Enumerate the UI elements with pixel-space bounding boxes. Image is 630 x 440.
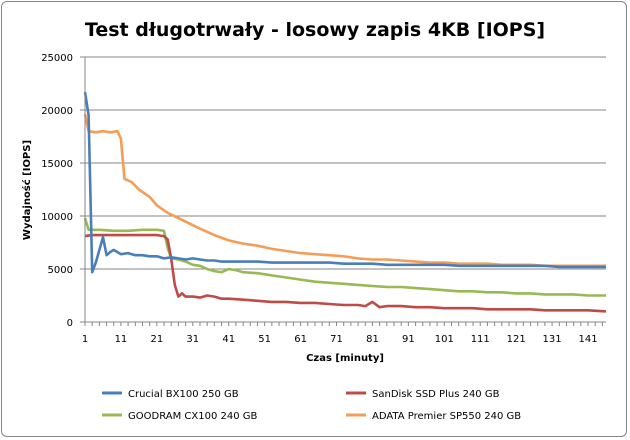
x-tick-label: 81: [366, 334, 379, 345]
legend-label: ADATA Premier SP550 240 GB: [372, 411, 521, 422]
x-tick-label: 121: [507, 334, 526, 345]
series-lines: [83, 91, 607, 313]
x-tick-label: 131: [543, 334, 562, 345]
y-tick-label: 25000: [41, 53, 73, 64]
x-tick-label: 41: [222, 334, 235, 345]
x-tick-label: 141: [578, 334, 597, 345]
x-tick-label: 61: [294, 334, 307, 345]
y-tick-labels: 0 5000 10000 15000 20000 25000: [41, 53, 85, 329]
legend-label: Crucial BX100 250 GB: [128, 389, 239, 400]
x-tick-label: 71: [330, 334, 343, 345]
x-tick-label: 111: [471, 334, 490, 345]
series-line-4: [83, 113, 606, 268]
x-tick-label: 11: [115, 334, 128, 345]
axes: [84, 57, 606, 323]
y-axis-label: Wydajność [IOPS]: [21, 140, 33, 240]
y-tick-label: 20000: [41, 106, 73, 117]
x-tick-label: 101: [435, 334, 454, 345]
series-line-1: [83, 91, 606, 274]
legend-label: GOODRAM CX100 240 GB: [128, 411, 257, 422]
chart-title: Test długotrwały - losowy zapis 4KB [IOP…: [85, 19, 545, 41]
x-tick-labels: 1 11 21 31 41 51 61 71 81 91 101 111 121 131 141: [82, 322, 603, 345]
x-tick-label: 31: [186, 334, 199, 345]
y-tick-label: 10000: [41, 212, 73, 223]
x-tick-label: 51: [258, 334, 271, 345]
x-tick-label: 21: [150, 334, 163, 345]
legend-label: SanDisk SSD Plus 240 GB: [372, 389, 500, 400]
x-axis-label: Czas [minuty]: [306, 353, 384, 364]
y-tick-label: 0: [67, 318, 73, 329]
y-tick-label: 15000: [41, 159, 73, 170]
x-tick-label: 91: [402, 334, 415, 345]
legend: Crucial BX100 250 GB SanDisk SSD Plus 240…: [102, 389, 521, 422]
x-tick-label: 1: [82, 334, 88, 345]
series-line-2: [84, 233, 607, 313]
y-tick-label: 5000: [48, 265, 73, 276]
